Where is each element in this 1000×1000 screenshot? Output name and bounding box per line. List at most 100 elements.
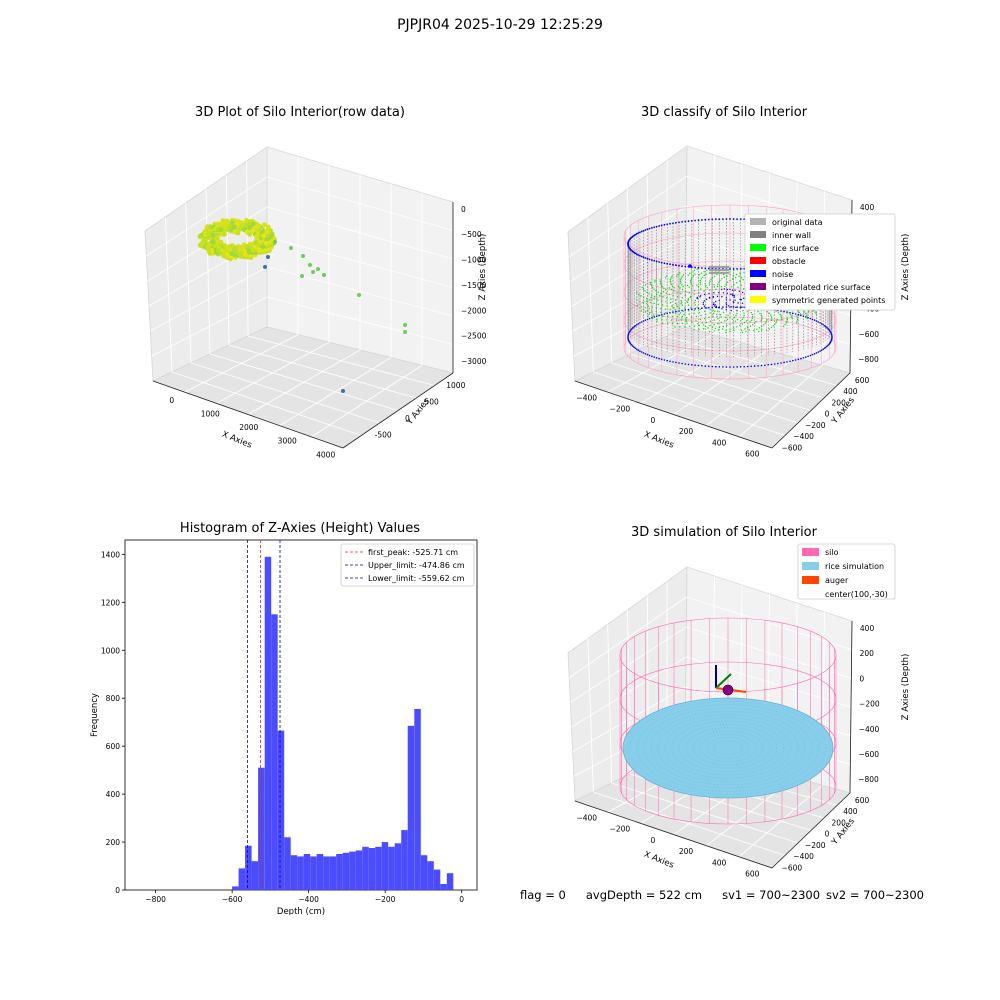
rice-surface-point (642, 288, 645, 290)
rice-surface-point (741, 268, 743, 270)
rice-surface-point (681, 304, 684, 306)
rice-surface-point (786, 310, 788, 313)
noise-point (764, 364, 766, 367)
rice-surface-point (703, 271, 705, 273)
noise-point (653, 226, 656, 229)
rice-surface-point (736, 319, 739, 321)
rice-surface-point (706, 307, 708, 309)
noise-point (688, 264, 692, 268)
rice-surface-point (742, 297, 745, 299)
rice-surface-point (717, 310, 719, 313)
noise-point (732, 306, 735, 308)
rice-surface-point (766, 311, 768, 313)
rice-surface-point (716, 274, 718, 276)
noise-point (817, 351, 820, 353)
rice-surface-point (712, 296, 715, 298)
raw-point (205, 231, 211, 237)
noise-point (651, 355, 653, 358)
rice-surface-point (713, 312, 715, 315)
rice-surface-point (677, 310, 679, 313)
rice-surface-point (691, 271, 693, 273)
rice-surface-point (681, 297, 684, 299)
rice-surface-point (741, 306, 743, 308)
avg-depth-text: avgDepth = 522 cm (585, 888, 703, 902)
z-tick-label: −800 (858, 355, 879, 364)
x-tick-label: 600 (745, 870, 760, 879)
rice-surface-point (808, 310, 810, 312)
rice-surface-point (729, 323, 731, 325)
original-data-point (720, 265, 724, 269)
rice-surface-point (662, 291, 665, 293)
rice-surface-point (739, 298, 741, 301)
rice-surface-point (700, 272, 703, 274)
histogram-bar (329, 856, 337, 890)
rice-surface-point (742, 316, 745, 319)
noise-point (794, 313, 797, 315)
rice-surface-point (761, 325, 763, 328)
grid-line (738, 784, 823, 858)
rice-surface-point (665, 292, 667, 294)
legend: silo rice simulation auger center(100,-30) (797, 543, 896, 600)
raw-point (257, 247, 262, 253)
rice-surface-point (696, 268, 698, 270)
noise-point (786, 361, 788, 363)
rice-simulation-mesh (629, 701, 827, 795)
raw-point (238, 253, 244, 259)
rice-surface-point (715, 288, 717, 291)
rice-surface-point (741, 318, 744, 320)
rice-surface-point (690, 295, 692, 298)
rice-surface-point (677, 273, 679, 276)
noise-point (732, 268, 735, 270)
rice-surface-point (666, 305, 668, 307)
chart-title: 3D Plot of Silo Interior(row data) (195, 105, 405, 120)
noise-point (653, 259, 656, 262)
chart-title: 3D classify of Silo Interior (641, 105, 808, 120)
sv2-text: sv2 = 700~2300 (826, 888, 924, 902)
legend: original data inner wall rice surface obsta… (744, 213, 896, 311)
rice-surface-point (749, 321, 751, 323)
rice-surface-point (717, 306, 720, 309)
rice-surface-point (758, 327, 761, 329)
rice-surface-point (650, 285, 653, 287)
rice-surface-point (740, 284, 742, 287)
rice-surface-point (708, 316, 710, 319)
status-footer: flag = 0 avgDepth = 522 cm sv1 = 700~2300 s… (520, 888, 944, 902)
noise-point (725, 218, 728, 220)
y-tick-label: 1000 (101, 646, 120, 655)
noise-point (658, 261, 660, 263)
raw-point (263, 240, 269, 246)
noise-point (805, 356, 807, 358)
original-data-point (708, 265, 712, 269)
rice-surface-point (698, 274, 701, 276)
rice-surface-point (686, 300, 688, 302)
rice-surface-point (736, 326, 738, 328)
noise-point (694, 308, 696, 310)
histogram-bar (414, 709, 421, 890)
rice-surface-point (766, 319, 768, 321)
rice-surface-point (745, 330, 747, 332)
rice-simulation-mesh (657, 714, 799, 782)
noise-point (739, 218, 742, 221)
rice-surface-point (674, 309, 676, 311)
original-data-point (714, 271, 718, 275)
figure-title: PJPJR04 2025-10-29 12:25:29 (397, 17, 603, 33)
noise-point (681, 309, 683, 312)
noise-point (697, 364, 700, 367)
noise-point (632, 326, 634, 329)
rice-surface-point (691, 276, 693, 278)
rice-surface-point (738, 290, 740, 292)
rice-surface-point (704, 317, 706, 320)
rice-surface-point (704, 310, 706, 312)
rice-surface-point (713, 286, 716, 288)
y-tick-label: −400 (793, 432, 814, 441)
rice-surface-point (648, 313, 650, 316)
rice-surface-point (676, 291, 678, 294)
rice-surface-point (699, 318, 702, 321)
rice-surface-point (686, 284, 689, 287)
noise-point (711, 306, 714, 309)
z-axis-line (849, 620, 853, 794)
rice-surface-point (760, 320, 762, 322)
rice-surface-point (701, 276, 704, 278)
original-data-point (722, 268, 726, 272)
rice-surface-point (679, 272, 681, 274)
